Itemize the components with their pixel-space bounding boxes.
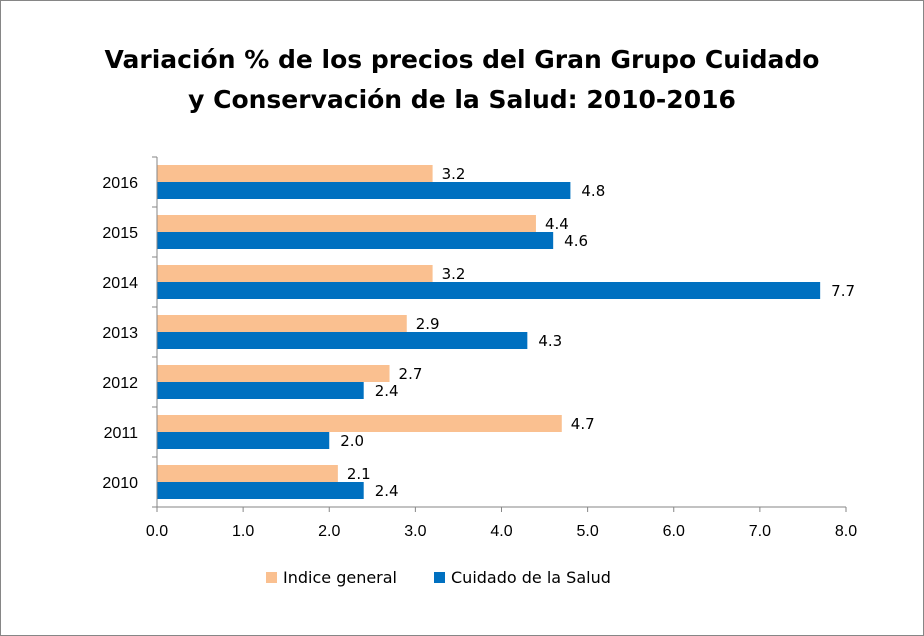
bar-indice-general-2012: [157, 365, 390, 382]
x-tick-label-3.0: 3.0: [404, 523, 426, 540]
bar-cuidado-salud-2013: [157, 332, 528, 349]
x-tick-label-6.0: 6.0: [663, 523, 685, 540]
y-tick-label-2016: 2016: [102, 175, 138, 192]
y-tick-label-2010: 2010: [102, 475, 138, 492]
bar-indice-general-2011: [157, 415, 562, 432]
data-label-cuidado-salud-2012: 2.4: [375, 382, 399, 400]
data-label-indice-general-2015: 4.4: [545, 215, 569, 233]
chart-title: Variación % de los precios del Gran Grup…: [0, 40, 924, 120]
x-tick-label-5.0: 5.0: [577, 523, 599, 540]
bar-indice-general-2010: [157, 465, 338, 482]
bar-cuidado-salud-2012: [157, 382, 364, 399]
bar-indice-general-2014: [157, 265, 433, 282]
data-label-indice-general-2011: 4.7: [571, 415, 595, 433]
bars-group: [157, 165, 821, 499]
legend-label-indice-general: Indice general: [283, 568, 397, 587]
bar-cuidado-salud-2014: [157, 282, 821, 299]
y-tick-label-2011: 2011: [104, 425, 139, 442]
bar-indice-general-2015: [157, 215, 536, 232]
data-label-cuidado-salud-2015: 4.6: [564, 232, 588, 250]
data-labels-group: 2.12.44.72.02.72.42.94.33.27.74.44.63.24…: [340, 165, 855, 500]
axes-group: 2010 2011 2012 2013 2014 2015 2016 0.0 1.0 2.0 3.0…: [102, 156, 857, 540]
bar-cuidado-salud-2016: [157, 182, 571, 199]
legend-swatch-indice-general: [266, 572, 277, 583]
data-label-indice-general-2013: 2.9: [416, 315, 440, 333]
data-label-indice-general-2016: 3.2: [442, 165, 466, 183]
bar-indice-general-2016: [157, 165, 433, 182]
bar-indice-general-2013: [157, 315, 407, 332]
x-tick-label-4.0: 4.0: [490, 523, 512, 540]
bar-cuidado-salud-2015: [157, 232, 554, 249]
data-label-cuidado-salud-2010: 2.4: [375, 482, 399, 500]
data-label-cuidado-salud-2014: 7.7: [831, 282, 855, 300]
data-label-cuidado-salud-2016: 4.8: [581, 182, 605, 200]
data-label-indice-general-2014: 3.2: [442, 265, 466, 283]
legend-label-cuidado-salud: Cuidado de la Salud: [451, 568, 611, 587]
y-tick-label-2012: 2012: [102, 375, 138, 392]
y-tick-label-2014: 2014: [102, 275, 138, 292]
data-label-indice-general-2010: 2.1: [347, 465, 371, 483]
y-tick-label-2015: 2015: [102, 225, 138, 242]
x-tick-label-0.0: 0.0: [146, 523, 168, 540]
x-tick-label-8.0: 8.0: [835, 523, 857, 540]
bar-cuidado-salud-2010: [157, 482, 364, 499]
x-tick-label-2.0: 2.0: [318, 523, 340, 540]
chart-title-line2: y Conservación de la Salud: 2010-2016: [188, 85, 736, 114]
legend-swatch-cuidado-salud: [434, 572, 445, 583]
bar-cuidado-salud-2011: [157, 432, 330, 449]
legend: Indice general Cuidado de la Salud: [266, 568, 611, 587]
data-label-cuidado-salud-2011: 2.0: [340, 432, 364, 450]
x-tick-label-1.0: 1.0: [232, 523, 254, 540]
x-tick-label-7.0: 7.0: [749, 523, 771, 540]
chart-title-line1: Variación % de los precios del Gran Grup…: [104, 45, 820, 74]
data-label-cuidado-salud-2013: 4.3: [538, 332, 562, 350]
y-tick-label-2013: 2013: [102, 325, 138, 342]
data-label-indice-general-2012: 2.7: [399, 365, 423, 383]
